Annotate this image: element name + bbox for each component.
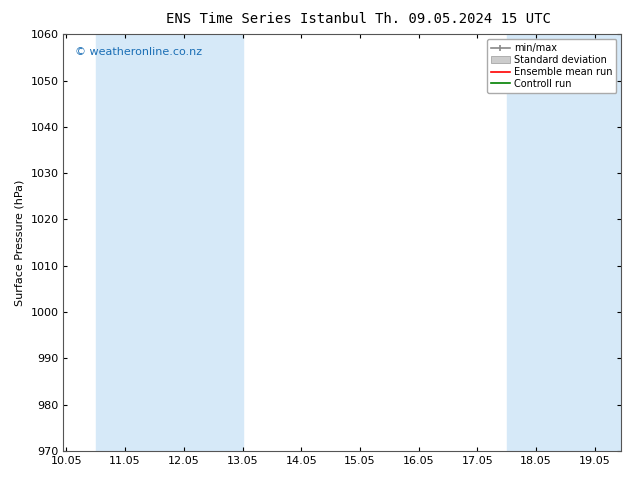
Y-axis label: Surface Pressure (hPa): Surface Pressure (hPa) xyxy=(15,179,25,306)
Text: ENS Time Series Istanbul: ENS Time Series Istanbul xyxy=(165,12,367,26)
Bar xyxy=(507,34,621,451)
Text: Th. 09.05.2024 15 UTC: Th. 09.05.2024 15 UTC xyxy=(375,12,551,26)
Legend: min/max, Standard deviation, Ensemble mean run, Controll run: min/max, Standard deviation, Ensemble me… xyxy=(487,39,616,93)
Text: © weatheronline.co.nz: © weatheronline.co.nz xyxy=(75,47,202,57)
Bar xyxy=(96,34,243,451)
